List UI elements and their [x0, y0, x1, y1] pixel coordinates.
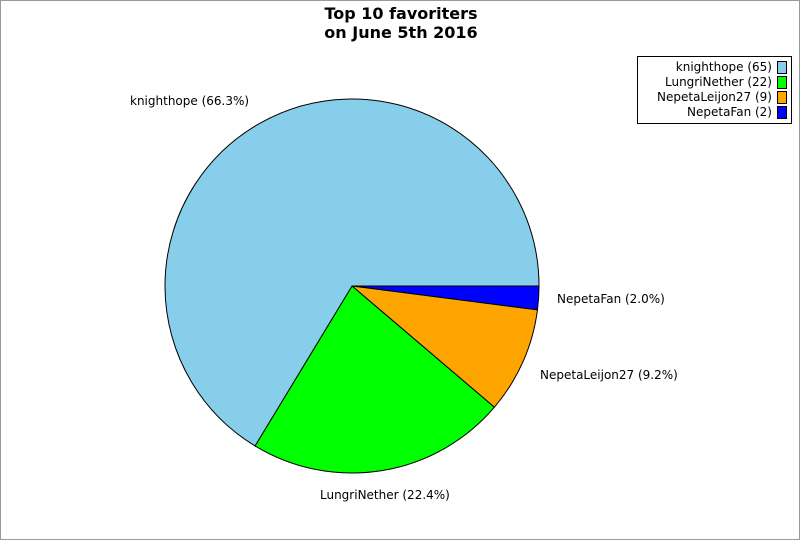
legend-swatch [777, 60, 787, 74]
legend-swatch [777, 90, 787, 104]
chart-title: Top 10 favoriters on June 5th 2016 [1, 4, 799, 42]
pie-slice-lungrinether [254, 285, 495, 474]
legend-label: LungriNether (22) [664, 75, 772, 89]
legend-item-knighthope: knighthope (65) [676, 59, 787, 75]
legend: knighthope (65) LungriNether (22) Nepeta… [637, 56, 792, 124]
legend-label: knighthope (65) [675, 60, 772, 74]
pie-slice-nepetaleijon27 [351, 285, 538, 408]
chart-title-line-2: on June 5th 2016 [324, 23, 478, 42]
legend-swatch [777, 75, 787, 89]
chart-title-line-1: Top 10 favoriters [324, 4, 478, 23]
legend-item-lungrinether: LungriNether (22) [665, 74, 787, 90]
slice-label-nepetafan: NepetaFan (2.0%) [557, 292, 665, 306]
legend-label: NepetaFan (2) [687, 105, 772, 119]
legend-item-nepetafan: NepetaFan (2) [687, 104, 787, 120]
slice-label-lungrinether: LungriNether (22.4%) [320, 488, 450, 502]
legend-label: NepetaLeijon27 (9) [657, 90, 772, 104]
slice-label-nepetaleijon27: NepetaLeijon27 (9.2%) [540, 368, 678, 382]
slice-label-knighthope: knighthope (66.3%) [130, 94, 249, 108]
legend-item-nepetaleijon27: NepetaLeijon27 (9) [657, 89, 787, 105]
legend-swatch [777, 105, 787, 119]
pie-slice-knighthope [164, 98, 540, 447]
